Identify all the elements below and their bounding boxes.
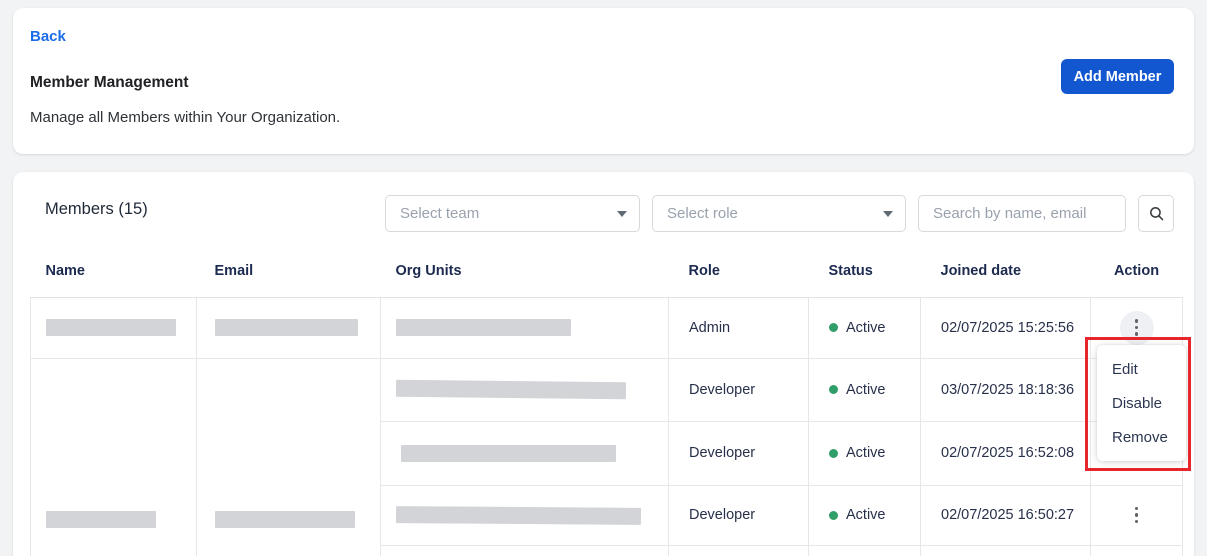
column-header-joined-date: Joined date — [920, 245, 1091, 298]
search-icon — [1148, 205, 1165, 222]
name-cell — [30, 357, 197, 556]
redacted-text — [396, 319, 571, 336]
back-link[interactable]: Back — [30, 28, 66, 45]
email-cell — [196, 296, 381, 359]
search-field-wrap — [918, 195, 1126, 232]
role-cell: Admin — [668, 296, 809, 359]
table-row: Developer Active 02/07/2025 16:50:27 — [31, 484, 1183, 546]
role-cell: Developer — [668, 357, 809, 422]
redacted-text — [46, 510, 156, 528]
team-select[interactable]: Select team — [385, 195, 640, 232]
status-cell — [808, 544, 921, 556]
status-dot — [829, 323, 838, 332]
menu-item-disable[interactable]: Disable — [1112, 394, 1163, 412]
status-cell: Active — [808, 357, 921, 422]
joined-date-cell: 02/07/2025 16:52:08 — [920, 420, 1091, 486]
redacted-text — [395, 505, 642, 525]
members-table: Name Email Org Units Role Status Joined … — [30, 245, 1183, 556]
menu-item-remove[interactable]: Remove — [1112, 428, 1168, 446]
redacted-text — [395, 379, 627, 400]
table-row: Admin Active 02/07/2025 15:25:56 — [30, 296, 1183, 359]
joined-date-cell: 03/07/2025 18:18:36 — [920, 357, 1091, 422]
members-count-title: Members (15) — [45, 200, 148, 218]
column-header-org-units: Org Units — [380, 245, 669, 298]
action-cell — [1090, 544, 1183, 556]
search-button[interactable] — [1138, 195, 1174, 232]
action-cell — [1090, 484, 1183, 546]
table-header-row: Name Email Org Units Role Status Joined … — [30, 245, 1183, 298]
kebab-menu-icon — [1134, 505, 1139, 525]
joined-date-cell: 02/07/2025 16:50:27 — [920, 484, 1091, 546]
members-card: Members (15) Select team Select role — [13, 172, 1194, 556]
role-cell — [668, 544, 809, 556]
row-actions-button[interactable] — [1119, 310, 1154, 345]
header-card: Back Member Management Manage all Member… — [13, 8, 1194, 154]
column-header-name: Name — [30, 245, 197, 298]
status-label: Active — [846, 381, 886, 398]
table-row: Developer Active 02/07/2025 16:52:08 — [31, 420, 1183, 486]
org-units-cell — [380, 420, 669, 486]
redacted-text — [401, 444, 616, 462]
org-units-cell — [380, 296, 669, 359]
status-label: Active — [846, 445, 886, 461]
org-units-cell — [380, 544, 669, 556]
redacted-text — [215, 510, 355, 528]
add-member-button[interactable]: Add Member — [1061, 59, 1174, 94]
role-cell: Developer — [668, 484, 809, 546]
column-header-role: Role — [668, 245, 809, 298]
redacted-text — [215, 319, 358, 336]
role-select-placeholder: Select role — [667, 205, 738, 222]
table-row — [31, 544, 1183, 556]
team-select-placeholder: Select team — [400, 205, 480, 222]
page-title: Member Management — [30, 74, 189, 91]
chevron-down-icon — [617, 210, 627, 217]
context-menu: Edit Disable Remove — [1097, 345, 1186, 461]
status-cell: Active — [808, 484, 921, 546]
org-units-cell — [380, 357, 669, 422]
status-label: Active — [846, 319, 886, 336]
status-label: Active — [846, 507, 886, 523]
status-cell: Active — [808, 296, 921, 359]
column-header-email: Email — [196, 245, 381, 298]
chevron-down-icon — [883, 210, 893, 217]
joined-date-cell — [920, 544, 1091, 556]
name-cell — [30, 296, 197, 359]
table-row: Developer Active 03/07/2025 18:18:36 — [30, 357, 1183, 556]
page-subtitle: Manage all Members within Your Organizat… — [30, 109, 341, 126]
joined-date-cell: 02/07/2025 15:25:56 — [920, 296, 1091, 359]
kebab-menu-icon — [1134, 317, 1139, 337]
status-cell: Active — [808, 420, 921, 486]
email-cell — [196, 357, 381, 556]
role-cell: Developer — [668, 420, 809, 486]
column-header-action: Action — [1090, 245, 1183, 298]
status-dot — [829, 448, 838, 458]
redacted-text — [46, 319, 176, 336]
org-units-cell — [380, 484, 669, 546]
menu-item-edit[interactable]: Edit — [1112, 360, 1138, 378]
status-dot — [829, 510, 838, 520]
status-dot — [829, 385, 838, 394]
row-actions-button[interactable] — [1120, 498, 1154, 532]
column-header-status: Status — [808, 245, 921, 298]
role-select[interactable]: Select role — [652, 195, 906, 232]
search-input[interactable] — [918, 195, 1126, 232]
